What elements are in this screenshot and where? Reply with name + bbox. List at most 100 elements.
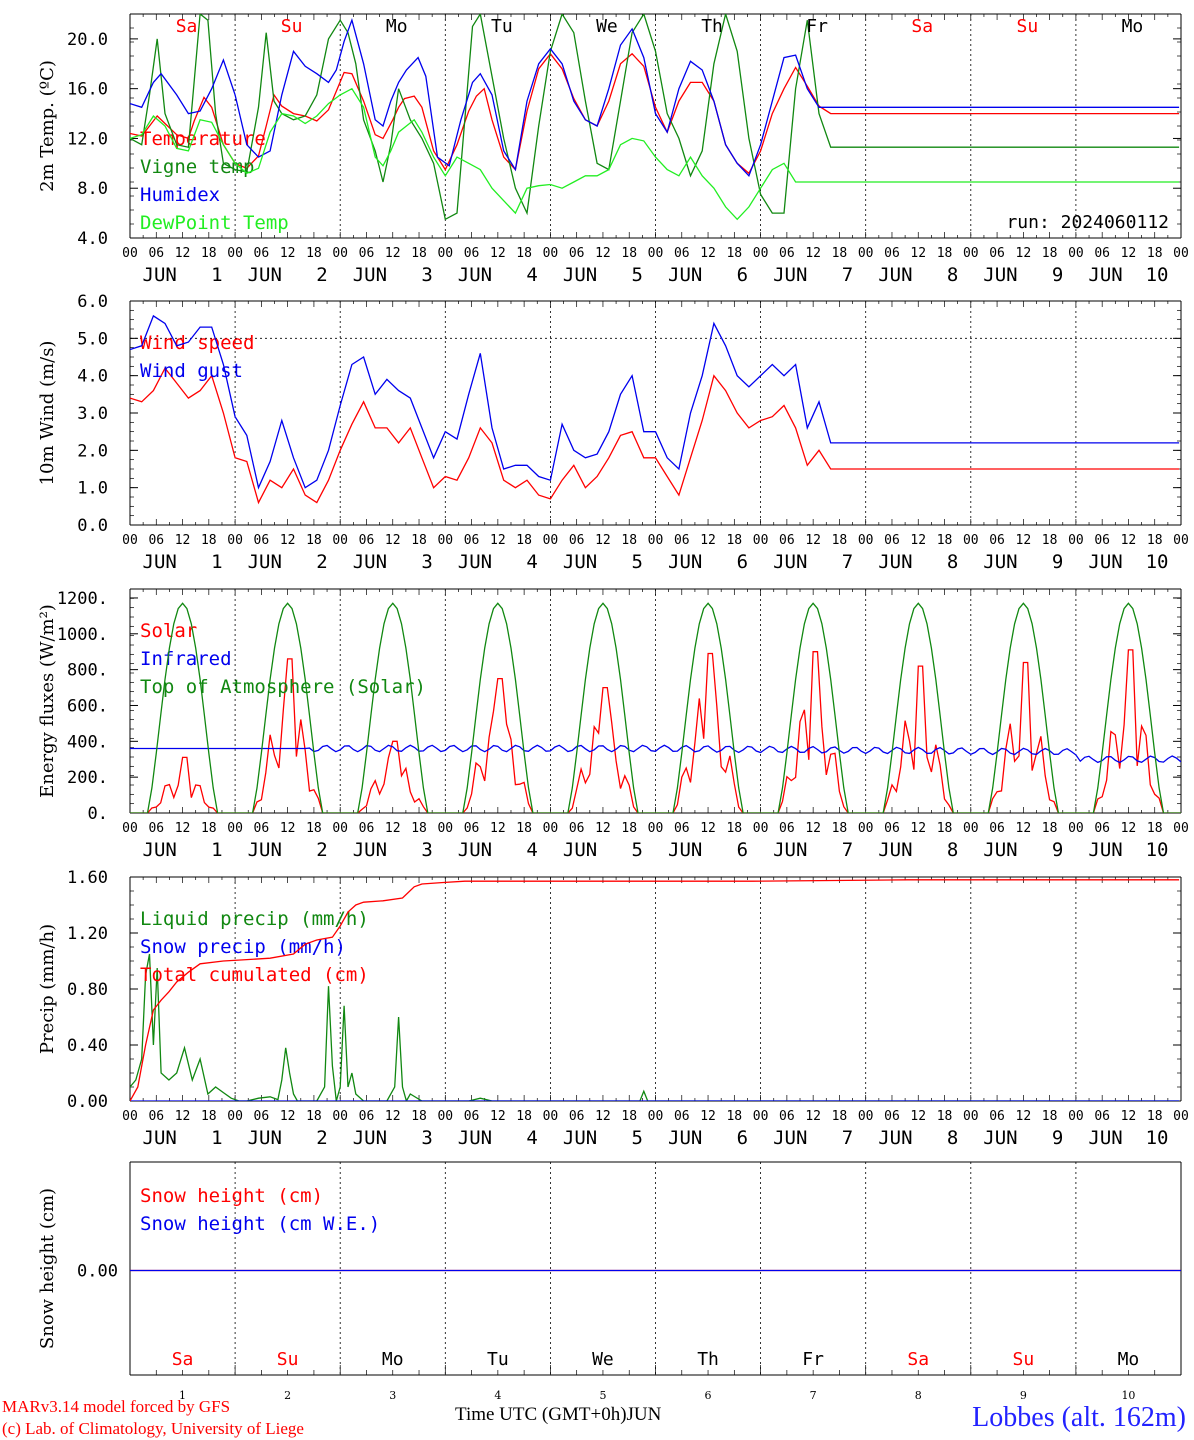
x-tick-label: 06 bbox=[254, 821, 270, 836]
y-tick-label: 3.0 bbox=[77, 404, 108, 424]
day-number-label: 5 bbox=[599, 1389, 606, 1402]
weekday-label: Su bbox=[1013, 1349, 1035, 1370]
x-tick-label: 06 bbox=[1094, 821, 1110, 836]
y-axis-label: 10m Wind (m/s) bbox=[37, 341, 58, 486]
x-tick-label: 06 bbox=[359, 821, 375, 836]
day-label: JUN 2 bbox=[248, 1127, 328, 1149]
x-tick-label: 00 bbox=[858, 1109, 874, 1124]
x-tick-label: 06 bbox=[148, 533, 164, 548]
legend-entry: Temperature bbox=[140, 128, 266, 150]
x-tick-label: 18 bbox=[1042, 1109, 1058, 1124]
y-tick-label: 4.0 bbox=[77, 229, 108, 249]
x-tick-label: 06 bbox=[779, 533, 795, 548]
x-tick-label: 06 bbox=[989, 1109, 1005, 1124]
x-tick-label: 06 bbox=[674, 246, 690, 261]
y-axis-label: 2m Temp. (ºC) bbox=[37, 60, 58, 192]
weekday-label: Th bbox=[697, 1349, 719, 1370]
x-tick-label: 12 bbox=[910, 1109, 926, 1124]
x-tick-label: 06 bbox=[779, 1109, 795, 1124]
x-tick-label: 00 bbox=[437, 1109, 453, 1124]
x-tick-label: 12 bbox=[700, 821, 716, 836]
y-tick-label: 5.0 bbox=[77, 329, 108, 349]
x-tick-label: 00 bbox=[1173, 1109, 1189, 1124]
x-tick-label: 06 bbox=[779, 821, 795, 836]
x-tick-label: 18 bbox=[621, 246, 637, 261]
x-tick-label: 18 bbox=[937, 821, 953, 836]
day-number-label: 8 bbox=[915, 1389, 922, 1402]
y-tick-label: 12.0 bbox=[67, 129, 108, 149]
x-tick-label: 06 bbox=[884, 246, 900, 261]
x-tick-label: 12 bbox=[280, 821, 296, 836]
x-tick-label: 12 bbox=[175, 821, 191, 836]
x-tick-label: 06 bbox=[884, 1109, 900, 1124]
y-tick-label: 200. bbox=[67, 768, 108, 788]
x-tick-label: 06 bbox=[1094, 246, 1110, 261]
day-label: JUN 9 bbox=[983, 839, 1063, 861]
x-tick-label: 00 bbox=[543, 533, 559, 548]
x-tick-label: 06 bbox=[359, 246, 375, 261]
weekday-label: Su bbox=[277, 1349, 299, 1370]
day-label: JUN 8 bbox=[878, 264, 958, 286]
x-tick-label: 12 bbox=[595, 533, 611, 548]
x-tick-label: 00 bbox=[332, 246, 348, 261]
x-tick-label: 00 bbox=[1068, 533, 1084, 548]
day-label: JUN 6 bbox=[668, 1127, 748, 1149]
run-annotation: run: 2024060112 bbox=[1006, 212, 1169, 233]
x-tick-label: 06 bbox=[989, 246, 1005, 261]
y-tick-label: 1000. bbox=[57, 625, 108, 645]
y-tick-label: 0.0 bbox=[77, 516, 108, 536]
y-tick-label: 8.0 bbox=[77, 179, 108, 199]
x-tick-label: 00 bbox=[543, 246, 559, 261]
x-tick-label: 12 bbox=[1121, 533, 1137, 548]
series-line-1 bbox=[130, 367, 1180, 505]
x-tick-label: 06 bbox=[464, 246, 480, 261]
day-label: JUN 1 bbox=[143, 264, 223, 286]
x-tick-label: 12 bbox=[280, 533, 296, 548]
x-tick-label: 06 bbox=[674, 533, 690, 548]
series-line-2 bbox=[130, 744, 1181, 764]
weekday-label: Tu bbox=[491, 16, 513, 37]
day-label: JUN 6 bbox=[668, 264, 748, 286]
series-line-3 bbox=[130, 879, 1180, 1101]
time-axis-title: Time UTC (GMT+0h) bbox=[455, 1404, 627, 1425]
x-tick-label: 00 bbox=[753, 1109, 769, 1124]
x-tick-label: 12 bbox=[490, 533, 506, 548]
x-tick-label: 18 bbox=[832, 821, 848, 836]
y-tick-label: 0.80 bbox=[67, 980, 108, 1000]
x-tick-label: 12 bbox=[1016, 1109, 1032, 1124]
x-tick-label: 06 bbox=[569, 533, 585, 548]
y-axis-label: Energy fluxes (W/m²) bbox=[37, 604, 58, 798]
day-label: JUN 1 bbox=[143, 1127, 223, 1149]
x-tick-label: 12 bbox=[490, 246, 506, 261]
x-tick-label: 06 bbox=[884, 533, 900, 548]
x-tick-label: 18 bbox=[201, 1109, 217, 1124]
day-label: JUN 10 bbox=[1088, 264, 1168, 286]
day-label: JUN 7 bbox=[773, 551, 853, 573]
x-tick-label: 18 bbox=[1147, 821, 1163, 836]
x-tick-label: 18 bbox=[937, 533, 953, 548]
day-label: JUN 2 bbox=[248, 839, 328, 861]
x-tick-label: 12 bbox=[595, 246, 611, 261]
y-tick-label: 800. bbox=[67, 661, 108, 681]
x-tick-label: 18 bbox=[832, 533, 848, 548]
x-tick-label: 06 bbox=[148, 1109, 164, 1124]
x-tick-label: 18 bbox=[726, 821, 742, 836]
day-label: JUN 2 bbox=[248, 551, 328, 573]
x-tick-label: 06 bbox=[779, 246, 795, 261]
y-tick-label: 1.0 bbox=[77, 479, 108, 499]
x-tick-label: 18 bbox=[1147, 246, 1163, 261]
x-tick-label: 18 bbox=[411, 533, 427, 548]
x-tick-label: 12 bbox=[385, 533, 401, 548]
weekday-label: Mo bbox=[382, 1349, 404, 1370]
x-tick-label: 18 bbox=[1042, 246, 1058, 261]
y-tick-label: 600. bbox=[67, 696, 108, 716]
weekday-label: Mo bbox=[386, 16, 408, 37]
x-tick-label: 12 bbox=[280, 1109, 296, 1124]
y-tick-label: 0.40 bbox=[67, 1036, 108, 1056]
weekday-label: Mo bbox=[1122, 16, 1144, 37]
day-label: JUN 9 bbox=[983, 264, 1063, 286]
day-label: JUN 6 bbox=[668, 839, 748, 861]
series-line-1 bbox=[130, 52, 1180, 175]
x-tick-label: 12 bbox=[805, 246, 821, 261]
x-tick-label: 00 bbox=[858, 533, 874, 548]
